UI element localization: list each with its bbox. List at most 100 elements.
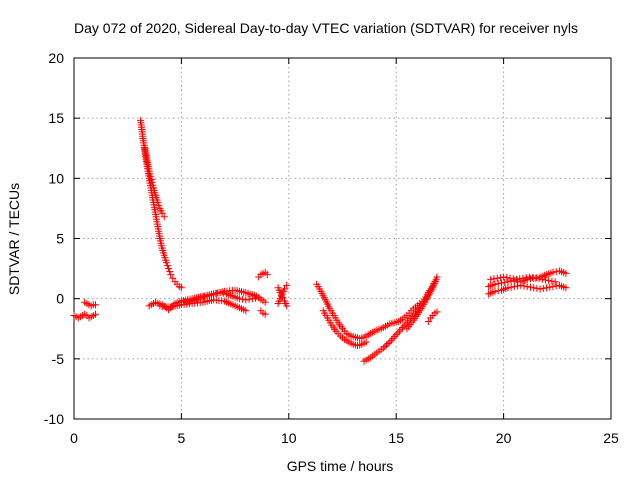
data-point: [500, 273, 508, 281]
data-point: [504, 284, 512, 292]
data-point: [155, 201, 163, 209]
data-point: [263, 271, 271, 279]
data-point: [519, 274, 527, 282]
grid-lines: [74, 58, 611, 419]
data-point: [517, 281, 525, 289]
data-point: [523, 283, 531, 291]
axis-ticks: 0 5 10 15 20 25 -10 -5 0 5 10 15 20: [44, 50, 619, 446]
data-point: [538, 275, 546, 283]
data-point: [529, 274, 537, 282]
data-point: [165, 265, 172, 273]
data-point: [501, 278, 509, 286]
data-point: [532, 274, 540, 282]
data-point: [491, 280, 499, 288]
data-point: [498, 279, 505, 287]
data-point: [384, 340, 392, 347]
data-point: [433, 308, 441, 316]
data-point: [433, 273, 441, 281]
data-point: [169, 274, 177, 282]
data-point: [167, 271, 175, 279]
data-point: [381, 343, 389, 350]
data-point: [239, 295, 247, 303]
data-point: [516, 275, 524, 283]
data-point: [154, 198, 162, 206]
data-point: [496, 274, 504, 282]
data-point: [494, 280, 502, 288]
x-axis-label: GPS time / hours: [287, 458, 394, 474]
data-point: [520, 282, 528, 290]
data-point: [504, 278, 512, 286]
x-tick-label: 5: [178, 430, 186, 446]
data-point: [493, 274, 501, 282]
data-point: [177, 284, 185, 292]
y-tick-label: 5: [56, 231, 64, 247]
data-point: [162, 259, 170, 267]
data-point: [281, 285, 288, 293]
chart-title: Day 072 of 2020, Sidereal Day-to-day VTE…: [74, 20, 578, 36]
data-point: [242, 307, 250, 315]
data-point: [539, 284, 547, 292]
data-point: [536, 285, 544, 293]
data-point: [261, 298, 269, 306]
x-tick-label: 10: [281, 430, 297, 446]
data-point: [562, 284, 570, 292]
data-point: [166, 268, 174, 276]
data-point: [424, 318, 432, 325]
data-point: [399, 324, 407, 331]
data-point: [551, 278, 559, 286]
data-point: [527, 283, 534, 291]
x-tick-label: 15: [388, 430, 404, 446]
data-point: [548, 277, 556, 285]
data-point: [148, 178, 156, 186]
data-point: [510, 283, 518, 291]
x-tick-label: 25: [603, 430, 619, 446]
data-point: [503, 274, 511, 282]
data-point: [533, 284, 541, 292]
data-point: [242, 296, 250, 304]
y-tick-label: 15: [48, 110, 64, 126]
data-point: [160, 213, 168, 221]
y-tick-label: 0: [56, 291, 64, 307]
data-point: [158, 209, 166, 217]
data-point: [395, 327, 403, 335]
data-point: [245, 295, 253, 303]
data-point: [490, 275, 498, 283]
data-point: [546, 283, 554, 291]
y-tick-label: 20: [48, 50, 64, 66]
data-point: [545, 277, 553, 285]
data-point: [261, 310, 269, 318]
data-point: [92, 301, 99, 309]
data-point: [397, 325, 405, 333]
y-tick-label: 10: [48, 170, 64, 186]
data-point: [525, 273, 533, 281]
data-point: [549, 268, 557, 276]
data-point: [507, 283, 515, 291]
data-point: [549, 283, 557, 291]
data-point: [543, 284, 551, 292]
data-point: [494, 287, 502, 295]
y-tick-label: -5: [52, 351, 65, 367]
data-points: [70, 117, 570, 365]
data-point: [379, 344, 387, 352]
data-point: [283, 281, 291, 289]
data-point: [530, 284, 538, 292]
data-point: [513, 275, 520, 283]
data-point: [506, 274, 514, 282]
data-point: [542, 276, 549, 284]
data-point: [235, 295, 243, 303]
data-point: [389, 334, 397, 342]
data-point: [92, 310, 99, 318]
data-point: [514, 282, 522, 290]
data-point: [387, 336, 395, 344]
data-point: [491, 287, 499, 295]
data-point: [163, 262, 171, 270]
data-point: [522, 274, 530, 282]
x-tick-label: 0: [70, 430, 78, 446]
data-point: [392, 331, 400, 339]
data-point: [391, 333, 399, 341]
data-point: [535, 275, 543, 283]
data-point: [383, 341, 390, 349]
y-tick-label: -10: [44, 411, 64, 427]
data-point: [487, 275, 495, 283]
